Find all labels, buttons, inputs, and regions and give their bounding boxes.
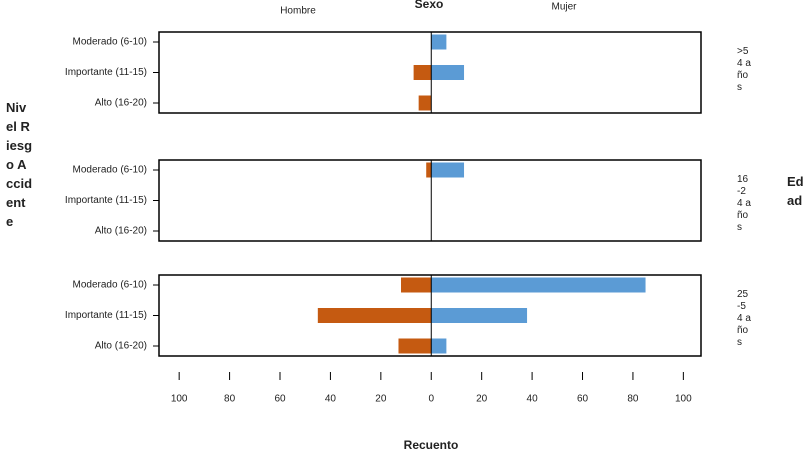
y-tick-label: Moderado (6-10) [73,280,147,291]
bar [317,308,432,323]
bar [431,162,465,178]
legend-label: Hombre [280,6,316,17]
x-tick-label: 0 [428,394,434,405]
x-tick-label: 20 [476,394,488,405]
panel-label: 16-24 años [737,174,751,233]
y-tick-label: Importante (11-15) [65,67,147,78]
bar [401,277,432,293]
panel-label: >54 años [737,46,751,93]
y-axis-label: Nivel Riesgo Accidente [6,100,33,229]
panel-label: 25-54 años [737,289,751,348]
x-tick-label: 40 [325,394,337,405]
x-tick-label: 40 [527,394,539,405]
chart-title: Sexo [415,0,444,11]
bar [431,65,465,80]
x-axis-label: Recuento [404,438,459,452]
x-tick-label: 80 [224,394,236,405]
y-tick-label: Alto (16-20) [95,98,147,109]
y-tick-label: Alto (16-20) [95,341,147,352]
bar [398,338,432,354]
bar [426,162,432,178]
x-tick-label: 20 [375,394,387,405]
legend-label: Mujer [551,2,577,13]
x-tick-label: 60 [274,394,286,405]
x-tick-label: 80 [627,394,639,405]
bar [431,277,646,293]
panel-axis-label: Edad [787,174,804,208]
y-tick-label: Alto (16-20) [95,226,147,237]
y-tick-label: Moderado (6-10) [73,165,147,176]
x-tick-label: 60 [577,394,589,405]
bar [413,65,432,80]
bar [418,95,432,111]
bar [431,308,528,323]
y-tick-label: Importante (11-15) [65,310,147,321]
y-tick-label: Moderado (6-10) [73,37,147,48]
y-tick-label: Importante (11-15) [65,195,147,206]
bar [431,34,447,50]
x-tick-label: 100 [171,394,188,405]
bar [431,338,447,354]
x-tick-label: 100 [675,394,692,405]
